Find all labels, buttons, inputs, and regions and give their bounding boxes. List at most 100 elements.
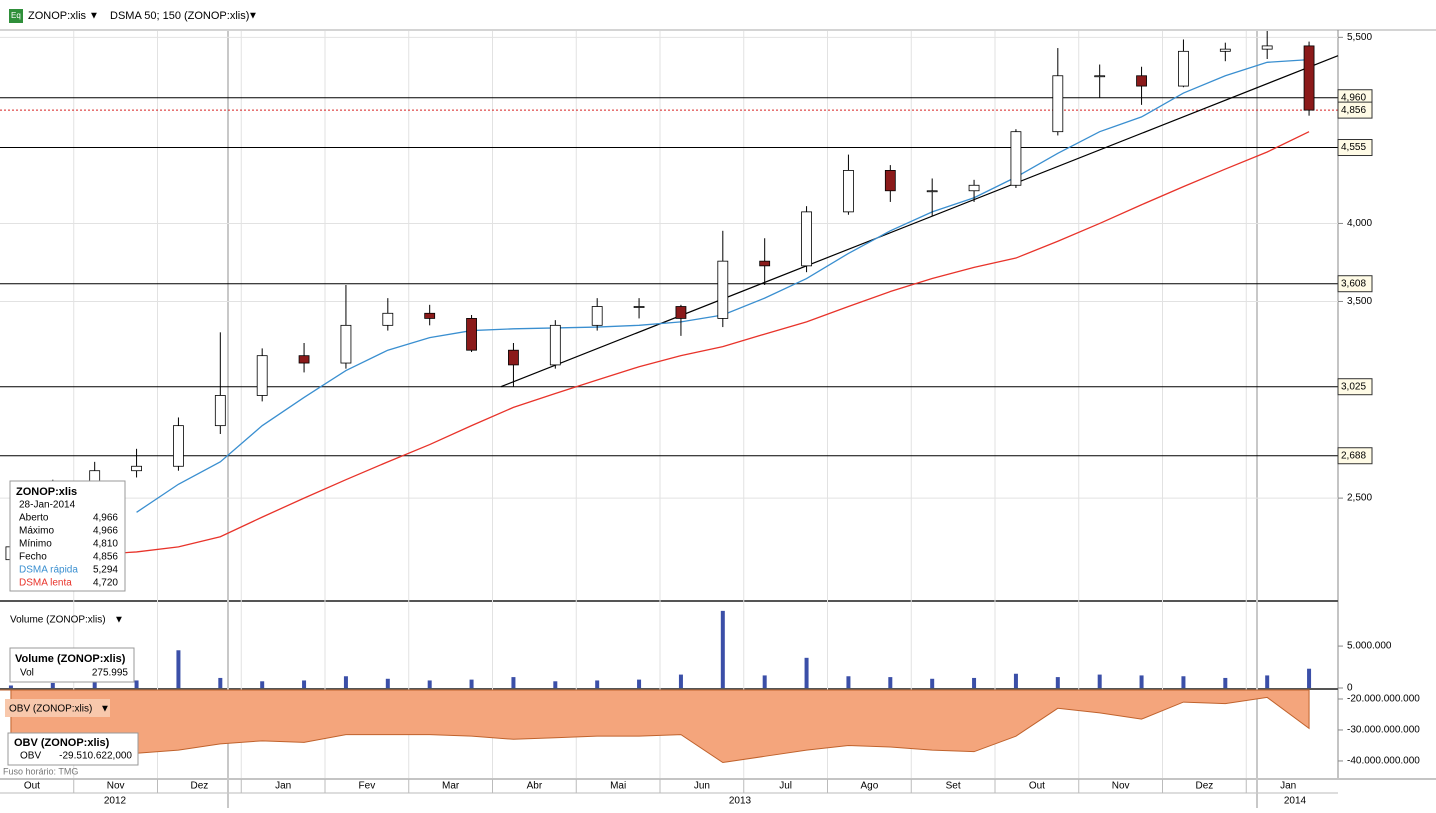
candle-body [926, 190, 938, 193]
x-tick-label: Fev [359, 781, 376, 792]
volume-bar [553, 681, 558, 688]
y-tick-label: 3,500 [1347, 296, 1372, 307]
candle-body [424, 312, 436, 319]
x-tick-label: Dez [190, 781, 208, 792]
volume-bar [1013, 673, 1018, 688]
candle-body [214, 395, 226, 427]
obv-header-bg [5, 699, 110, 717]
volume-bar [92, 682, 97, 688]
candle-body [1010, 131, 1022, 186]
toolbar [0, 0, 1436, 30]
year-label: 2013 [729, 796, 752, 807]
obv-header[interactable]: OBV (ZONOP:xlis) [9, 704, 92, 715]
candle-body [340, 324, 352, 364]
volume-bar [1055, 677, 1060, 688]
volume-bar [972, 677, 977, 688]
level-label: 4,960 [1341, 92, 1366, 103]
dropdown-arrow[interactable]: ▼ [114, 615, 124, 626]
x-tick-label: Jan [1280, 781, 1296, 792]
candle-body [968, 184, 980, 192]
info-box: ZONOP:xlis 28-Jan-2014 Aberto 4,966 Máximo… [9, 480, 126, 592]
volume-bar [888, 677, 893, 688]
candle-body [256, 355, 268, 396]
info-date: 28-Jan-2014 [19, 500, 76, 511]
candle-body [1219, 48, 1231, 52]
volume-bar [1139, 675, 1144, 688]
info-label: Fecho [19, 552, 47, 563]
volume-bar [218, 677, 223, 688]
dropdown-arrow[interactable]: ▼ [89, 11, 99, 22]
obv-box-label: OBV [20, 751, 41, 762]
candle-body [884, 170, 896, 192]
eq-icon[interactable] [9, 9, 23, 23]
obv-area [0, 689, 1310, 764]
level-label-box [1337, 447, 1373, 465]
volume-bar [637, 679, 642, 688]
volume-box-label: Vol [20, 668, 34, 679]
timezone: Fuso horário: TMG [3, 766, 78, 776]
volume-box-value: 275.995 [92, 668, 129, 679]
info-value: 4,856 [93, 552, 118, 563]
volume-box: Volume (ZONOP:xlis) Vol 275.995 [9, 647, 135, 683]
indicator[interactable]: DSMA 50; 150 (ZONOP:xlis) [110, 10, 249, 22]
x-tick-label: Out [24, 781, 40, 792]
level-label-box [1337, 139, 1373, 157]
candle-body [1261, 45, 1273, 50]
volume-header[interactable]: Volume (ZONOP:xlis) [10, 615, 106, 626]
candle-body [843, 170, 854, 213]
symbol[interactable]: ZONOP:xlis [28, 10, 87, 22]
y-tick-label: -20.000.000.000 [1347, 694, 1420, 705]
x-tick-label: Ago [860, 781, 878, 792]
info-label: DSMA lenta [19, 578, 72, 589]
volume-bar [595, 680, 600, 688]
x-tick-label: Set [946, 781, 961, 792]
volume-bar [720, 610, 725, 688]
info-title: ZONOP:xlis [16, 486, 77, 498]
candle-body [298, 355, 310, 364]
volume-bar [260, 681, 265, 688]
x-tick-label: Abr [527, 781, 543, 792]
info-value: 4,966 [93, 513, 118, 524]
volume-bar [1097, 674, 1102, 688]
info-value: 4,810 [93, 539, 118, 550]
level-label-box [1337, 378, 1373, 396]
volume-box-title: Volume (ZONOP:xlis) [15, 653, 126, 665]
volume-bar [427, 680, 432, 688]
candle-body [1094, 75, 1106, 78]
x-tick-label: Jun [694, 781, 710, 792]
y-tick-label: 0 [1347, 683, 1353, 694]
candle-body [382, 312, 394, 326]
info-label: Aberto [19, 513, 49, 524]
volume-bar [762, 675, 767, 688]
candle-body [508, 349, 519, 366]
volume-bar [50, 682, 55, 688]
y-tick-label: -30.000.000.000 [1347, 725, 1420, 736]
obv-box: OBV (ZONOP:xlis) OBV -29.510.622,000 [7, 732, 139, 766]
candle-body [1178, 50, 1189, 87]
dropdown-arrow[interactable]: ▼ [100, 704, 110, 715]
y-tick-label: 5,500 [1347, 32, 1372, 43]
level-label: 4,555 [1341, 142, 1366, 153]
x-tick-label: Mai [610, 781, 626, 792]
x-tick-label: Mar [442, 781, 460, 792]
volume-bar [134, 680, 139, 688]
x-tick-label: Jan [275, 781, 291, 792]
info-label: Mínimo [19, 539, 52, 550]
candle-body [466, 318, 477, 351]
volume-bar [678, 674, 683, 688]
candle-body [591, 306, 603, 326]
info-label: Máximo [19, 526, 54, 537]
volume-bar [176, 650, 181, 688]
y-tick-label: 5.000.000 [1347, 641, 1392, 652]
volume-bar [511, 677, 516, 688]
dropdown-arrow[interactable]: ▼ [248, 11, 258, 22]
x-tick-label: Jul [779, 781, 792, 792]
x-tick-label: Nov [107, 781, 125, 792]
y-tick-label: 2,500 [1347, 493, 1372, 504]
current-label-box [1337, 101, 1373, 119]
x-tick-label: Dez [1195, 781, 1213, 792]
level-label-box [1337, 275, 1373, 293]
x-tick-label: Nov [1112, 781, 1130, 792]
eq-icon-text: Eq [11, 11, 21, 20]
candle-body [173, 425, 184, 467]
